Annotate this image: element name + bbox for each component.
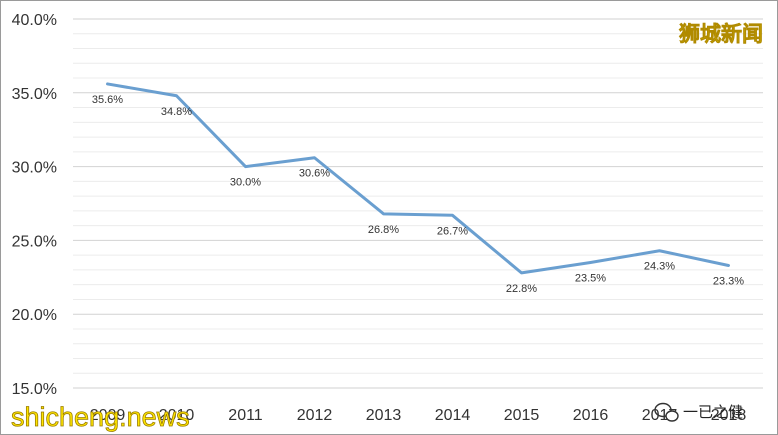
- data-label: 30.6%: [299, 168, 330, 180]
- y-tick-label: 20.0%: [12, 307, 57, 324]
- watermark-author: 一已之健: [683, 403, 743, 421]
- data-labels: 35.6% 34.8% 30.0% 30.6% 26.8% 26.7% 22.8% 23.5%…: [92, 94, 744, 295]
- data-label: 24.3%: [644, 261, 675, 273]
- x-tick-label: 2011: [228, 407, 263, 424]
- y-tick-label: 30.0%: [12, 160, 57, 177]
- y-axis-labels: 15.0% 20.0% 25.0% 30.0% 35.0% 40.0%: [12, 12, 57, 398]
- watermark-top-right: 狮城新闻: [679, 22, 763, 46]
- data-label: 35.6%: [92, 94, 123, 106]
- x-tick-label: 2018: [711, 407, 747, 424]
- y-tick-label: 15.0%: [12, 381, 57, 398]
- data-label: 22.8%: [506, 283, 537, 295]
- y-tick-label: 35.0%: [12, 86, 57, 103]
- y-tick-label: 25.0%: [12, 233, 57, 250]
- x-tick-label: 2014: [435, 407, 471, 424]
- x-tick-label: 2015: [504, 407, 540, 424]
- x-tick-label: 2013: [366, 407, 402, 424]
- x-tick-label: 2009: [90, 407, 126, 424]
- x-tick-label: 2016: [573, 407, 609, 424]
- y-tick-label: 40.0%: [12, 12, 57, 29]
- series-line: [106, 82, 730, 275]
- x-tick-label: 2010: [159, 407, 195, 424]
- wechat-icon: [654, 402, 679, 422]
- data-label: 26.8%: [368, 224, 399, 236]
- data-label: 30.0%: [230, 177, 261, 189]
- data-label: 34.8%: [161, 106, 192, 118]
- x-tick-label: 2012: [297, 407, 333, 424]
- data-label: 23.3%: [713, 275, 744, 287]
- data-label: 26.7%: [437, 225, 468, 237]
- gridlines: [73, 18, 763, 389]
- watermark-bottom-left: shicheng.news: [11, 402, 190, 432]
- data-label: 23.5%: [575, 273, 606, 285]
